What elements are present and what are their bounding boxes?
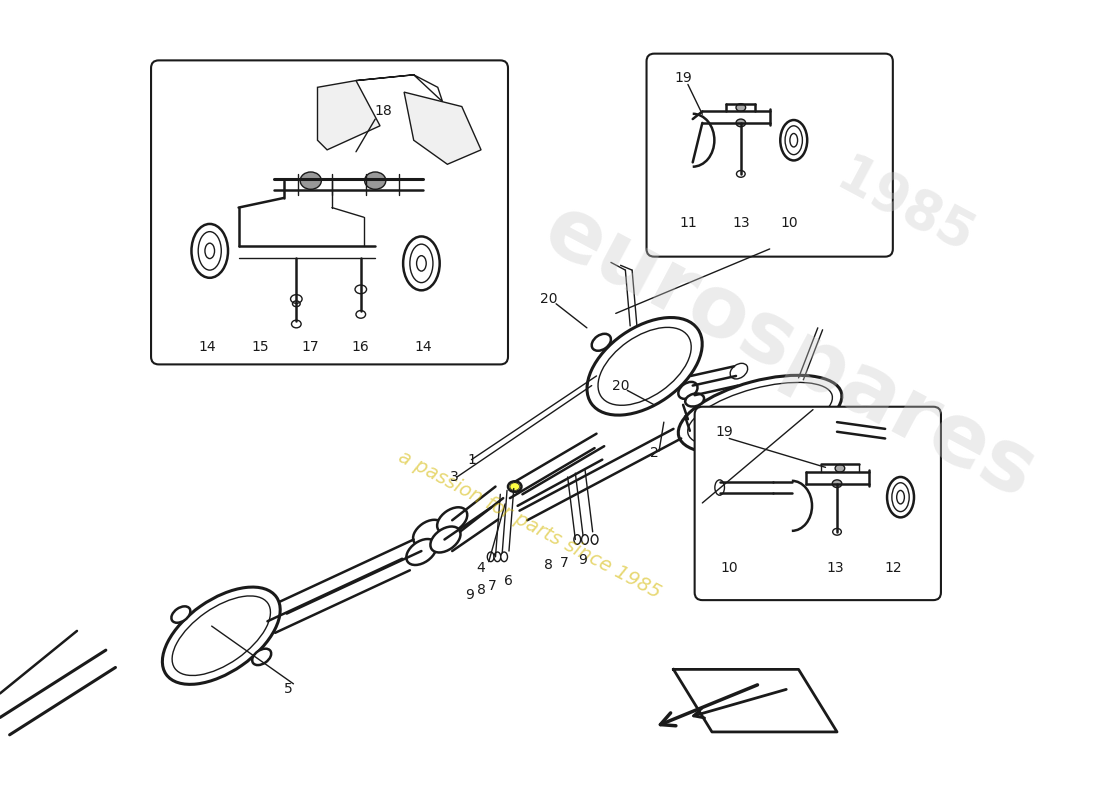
Ellipse shape [591, 534, 598, 544]
Ellipse shape [879, 422, 898, 436]
Text: 4: 4 [476, 562, 485, 575]
Ellipse shape [679, 382, 697, 399]
Ellipse shape [574, 534, 581, 544]
Ellipse shape [163, 587, 280, 684]
Text: 8: 8 [544, 558, 553, 573]
FancyBboxPatch shape [694, 406, 940, 600]
Text: 15: 15 [251, 340, 268, 354]
Ellipse shape [487, 552, 494, 562]
Text: 7: 7 [560, 555, 569, 570]
FancyBboxPatch shape [647, 54, 893, 257]
Ellipse shape [300, 172, 321, 190]
Ellipse shape [715, 480, 725, 495]
Ellipse shape [406, 539, 437, 565]
Text: a passion for parts since 1985: a passion for parts since 1985 [395, 447, 663, 602]
Ellipse shape [252, 649, 272, 665]
Ellipse shape [582, 534, 588, 544]
Ellipse shape [730, 363, 748, 379]
Text: 20: 20 [540, 292, 558, 306]
Text: 13: 13 [826, 562, 844, 575]
Text: 11: 11 [679, 216, 696, 230]
Ellipse shape [414, 520, 443, 546]
Text: 9: 9 [465, 588, 474, 602]
Text: 16: 16 [351, 340, 369, 354]
Text: 3: 3 [450, 470, 459, 484]
Ellipse shape [508, 482, 521, 492]
Ellipse shape [833, 480, 842, 487]
Ellipse shape [685, 394, 704, 406]
Ellipse shape [500, 552, 507, 562]
Text: 10: 10 [720, 562, 738, 575]
Text: 7: 7 [488, 578, 497, 593]
Ellipse shape [592, 334, 611, 350]
Text: 2: 2 [650, 446, 659, 460]
Text: 19: 19 [674, 70, 692, 85]
Text: 14: 14 [198, 340, 216, 354]
Ellipse shape [736, 104, 746, 111]
Text: 13: 13 [732, 216, 749, 230]
Ellipse shape [494, 552, 501, 562]
Ellipse shape [191, 224, 228, 278]
Ellipse shape [403, 237, 440, 290]
Text: 10: 10 [780, 216, 798, 230]
Ellipse shape [816, 422, 835, 435]
Text: 9: 9 [579, 553, 587, 566]
Ellipse shape [172, 606, 190, 622]
Ellipse shape [510, 482, 519, 490]
Ellipse shape [355, 285, 366, 294]
Ellipse shape [587, 318, 702, 415]
Text: 12: 12 [884, 562, 902, 575]
Text: 20: 20 [612, 378, 629, 393]
Ellipse shape [887, 477, 914, 518]
Text: 17: 17 [301, 340, 319, 354]
Ellipse shape [430, 526, 461, 553]
Text: 5: 5 [284, 682, 293, 696]
Text: 8: 8 [476, 583, 485, 598]
Ellipse shape [356, 310, 365, 318]
Ellipse shape [737, 170, 745, 178]
Text: 6: 6 [504, 574, 513, 588]
Ellipse shape [833, 529, 842, 535]
FancyBboxPatch shape [151, 60, 508, 365]
Text: 1985: 1985 [827, 150, 981, 265]
Ellipse shape [780, 120, 807, 161]
Ellipse shape [364, 172, 386, 190]
Text: 14: 14 [415, 340, 432, 354]
Polygon shape [318, 81, 380, 150]
Ellipse shape [835, 465, 845, 472]
Text: 18: 18 [374, 104, 392, 118]
Ellipse shape [679, 375, 842, 454]
Polygon shape [404, 92, 481, 164]
Ellipse shape [736, 119, 746, 126]
Text: eurospares: eurospares [529, 187, 1049, 517]
Ellipse shape [437, 507, 468, 534]
Ellipse shape [292, 320, 301, 328]
Text: 1: 1 [468, 453, 476, 466]
Ellipse shape [290, 294, 303, 303]
Text: 19: 19 [716, 425, 734, 438]
